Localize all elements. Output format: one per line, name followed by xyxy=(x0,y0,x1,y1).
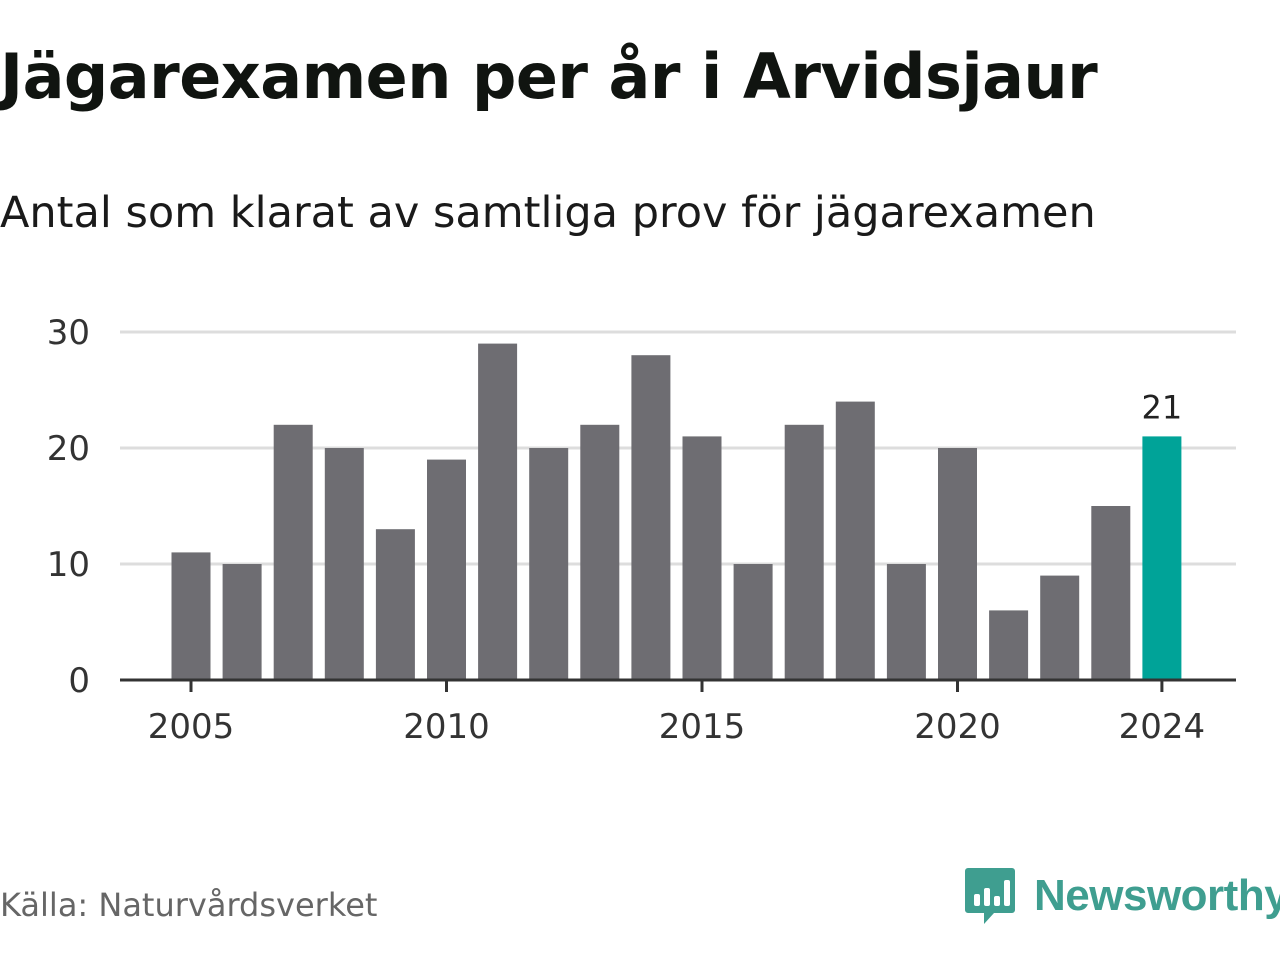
y-tick-label: 20 xyxy=(47,429,90,469)
bar xyxy=(989,610,1029,680)
bar xyxy=(222,564,262,680)
bar xyxy=(938,448,977,680)
x-tick-label: 2020 xyxy=(914,707,1001,747)
bar xyxy=(324,448,364,680)
chart-title: Jägarexamen per år i Arvidsjaur xyxy=(0,40,1098,113)
x-tick-label: 2024 xyxy=(1119,707,1206,747)
bar xyxy=(835,401,875,680)
bar xyxy=(529,448,569,680)
bars xyxy=(171,343,1182,680)
data-labels: 21 xyxy=(1142,388,1183,426)
bar xyxy=(784,424,824,680)
bar xyxy=(171,552,211,680)
chart-subtitle: Antal som klarat av samtliga prov för jä… xyxy=(0,188,1096,238)
newsworthy-logo-icon xyxy=(965,868,1015,924)
y-axis-ticks: 0 10 20 30 xyxy=(47,313,90,701)
y-tick-label: 30 xyxy=(47,313,90,353)
bar xyxy=(427,459,466,680)
x-tick-label: 2010 xyxy=(403,707,490,747)
x-axis-ticks: 2005 2010 2015 2020 2024 xyxy=(148,680,1205,747)
data-label: 21 xyxy=(1142,388,1183,426)
bar xyxy=(682,436,722,680)
brand-name: Newsworthy xyxy=(1034,871,1280,920)
bar-highlight xyxy=(1142,436,1182,680)
y-tick-label: 10 xyxy=(47,545,90,585)
x-tick-label: 2015 xyxy=(659,707,746,747)
bar xyxy=(1091,506,1131,680)
bar xyxy=(375,529,415,680)
x-tick-label: 2005 xyxy=(148,707,235,747)
bar xyxy=(733,564,773,680)
brand-logo: Newsworthy xyxy=(964,866,1280,926)
bar xyxy=(580,424,620,680)
bar xyxy=(886,564,926,680)
source-note: Källa: Naturvårdsverket xyxy=(0,886,378,924)
bar xyxy=(273,424,313,680)
bar xyxy=(1040,575,1080,680)
bar xyxy=(478,343,518,680)
y-tick-label: 0 xyxy=(68,661,90,701)
bar xyxy=(631,355,671,680)
